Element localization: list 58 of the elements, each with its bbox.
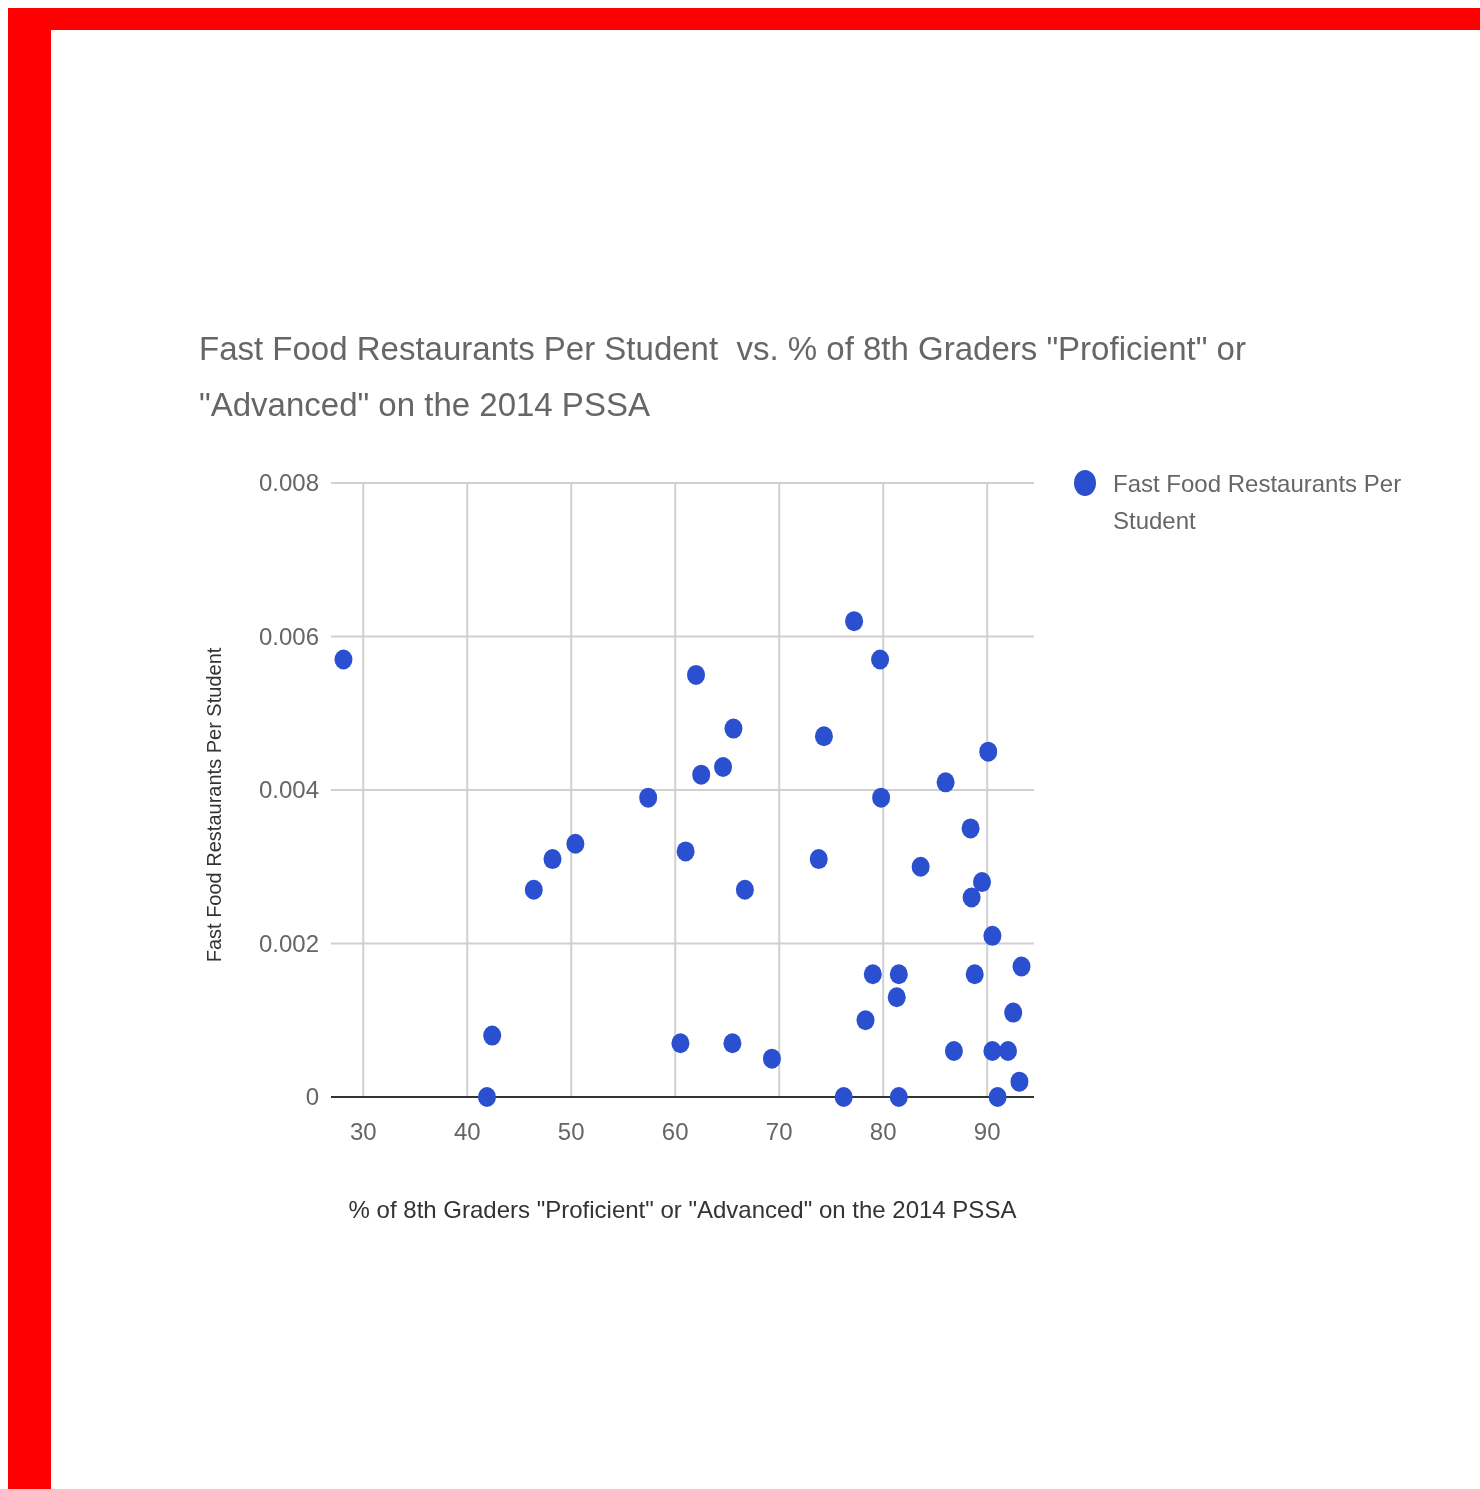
point (809, 849, 828, 870)
y-tick-label: 0.004 (258, 776, 319, 803)
point (566, 833, 585, 854)
point (872, 787, 891, 808)
point (983, 925, 1002, 946)
legend-label: Fast Food Restaurants Per Student (1113, 470, 1402, 534)
y-axis-title: Fast Food Restaurants Per Student (203, 647, 225, 963)
point (863, 964, 882, 985)
point (856, 1010, 875, 1031)
y-tick-label: 0.008 (258, 469, 319, 496)
point (887, 987, 906, 1008)
point (1004, 1002, 1023, 1023)
y-tick-label: 0.006 (258, 622, 319, 650)
x-tick-label: 30 (349, 1118, 377, 1145)
point (477, 1087, 496, 1107)
x-tick-label: 60 (661, 1118, 689, 1145)
chart-title: Fast Food Restaurants Per Student vs. % of 8th Graders "Proficient" or "Advanced" on the 2014 PSSA (199, 330, 1246, 423)
point (988, 1087, 1007, 1107)
point (639, 787, 658, 808)
point (999, 1040, 1017, 1061)
point (871, 649, 890, 670)
y-tick-label: 0.002 (258, 929, 319, 957)
y-tick-label: 0 (305, 1083, 319, 1110)
point (814, 726, 833, 747)
point (962, 887, 981, 908)
point (889, 1087, 908, 1107)
point (524, 879, 543, 900)
point (965, 964, 984, 985)
point (973, 872, 991, 893)
point (911, 856, 930, 877)
point (676, 841, 695, 862)
point (983, 1040, 1002, 1061)
point (845, 611, 864, 632)
x-axis-title: % of 8th Graders "Proficient" or "Advanced" on the 2014 PSSA (348, 1196, 1017, 1223)
x-tick-label: 40 (453, 1118, 481, 1145)
point (334, 649, 353, 670)
point (483, 1025, 502, 1046)
point (944, 1040, 963, 1061)
point (936, 772, 955, 793)
point (735, 879, 754, 900)
point (543, 849, 562, 870)
point (723, 1033, 742, 1054)
point (889, 964, 908, 985)
x-tick-label: 90 (973, 1118, 1001, 1145)
x-tick-label: 50 (557, 1118, 585, 1145)
x-tick-label: 70 (765, 1118, 793, 1145)
point (692, 764, 711, 785)
point (687, 664, 706, 685)
point (762, 1048, 781, 1069)
point (1010, 1071, 1029, 1092)
x-tick-label: 80 (869, 1118, 897, 1145)
point (714, 756, 733, 777)
point (1012, 956, 1031, 977)
point (724, 718, 743, 739)
point (961, 818, 980, 839)
point (834, 1087, 853, 1107)
point (979, 741, 998, 762)
point (671, 1033, 690, 1054)
